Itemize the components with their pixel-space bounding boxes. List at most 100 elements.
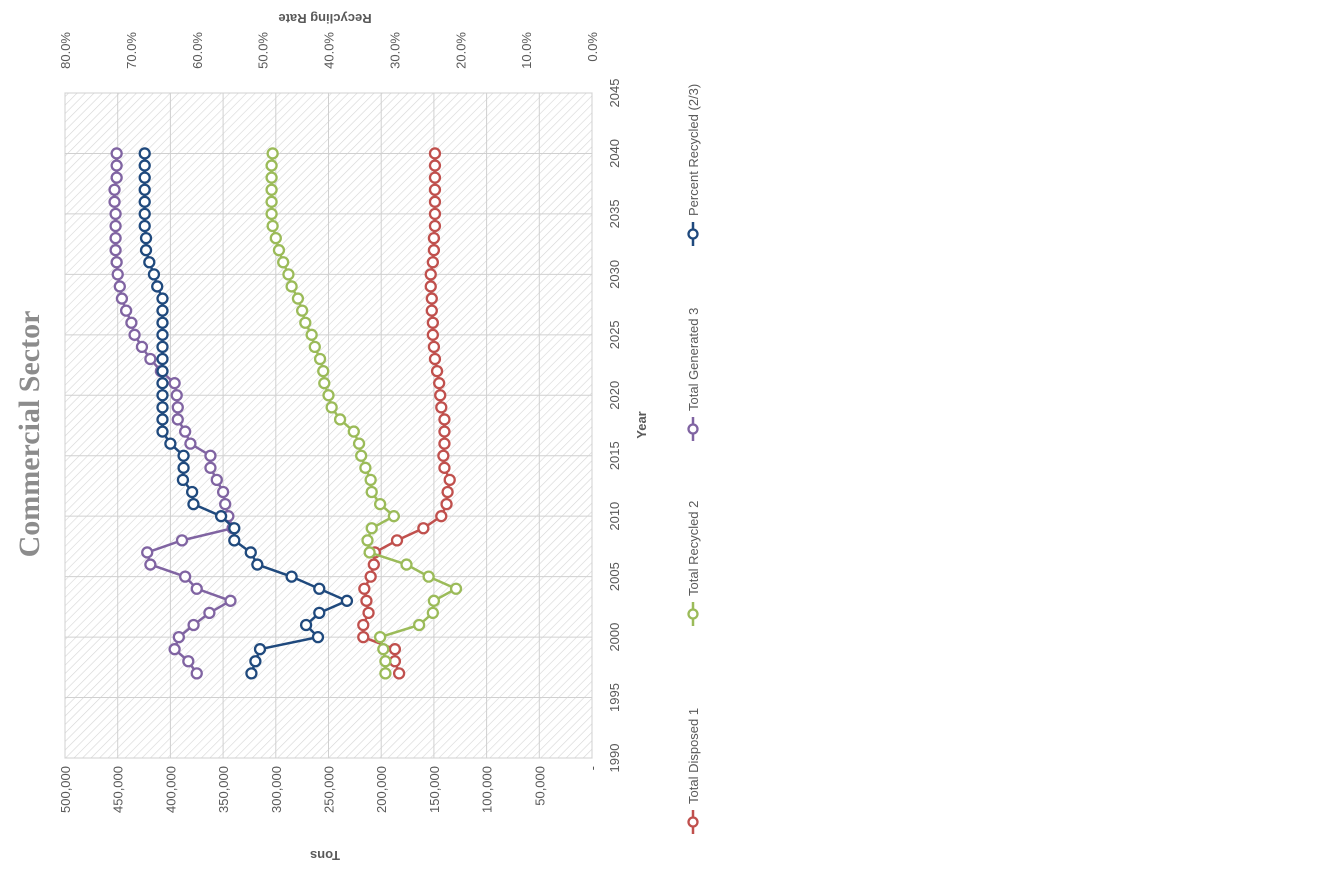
data-point-total-generated-3 <box>172 630 185 644</box>
rate-tick-label: 20.0% <box>453 32 468 69</box>
data-point-percent-recycled-2-3 <box>138 219 151 233</box>
axis-titles: Tons Recycling Rate Year <box>278 11 649 863</box>
data-point-total-generated-3 <box>115 292 129 305</box>
data-point-total-disposed-1 <box>437 449 450 462</box>
data-point-total-generated-3 <box>110 147 123 160</box>
data-point-percent-recycled-2-3 <box>156 413 169 426</box>
data-point-total-disposed-1 <box>434 389 447 402</box>
y-axis-title: Tons <box>310 848 340 863</box>
data-point-total-disposed-1 <box>425 304 438 317</box>
year-tick-label: 2040 <box>607 139 622 168</box>
data-point-total-generated-3 <box>135 340 149 354</box>
year-tick-label: 2045 <box>607 79 622 108</box>
data-point-total-disposed-1 <box>392 667 406 680</box>
data-point-total-recycled-2 <box>379 655 392 668</box>
data-point-percent-recycled-2-3 <box>139 244 153 257</box>
data-point-total-disposed-1 <box>428 207 442 221</box>
data-point-total-disposed-1 <box>441 485 454 499</box>
year-axis-labels: 1990 1995 2000 2005 2010 2015 2020 2025 2030 2035… <box>607 79 622 773</box>
legend-label-percent-recycled-2-3: Percent Recycled (2/3) <box>686 84 701 216</box>
data-point-total-disposed-1 <box>428 219 442 233</box>
data-point-percent-recycled-2-3 <box>138 195 151 208</box>
data-point-percent-recycled-2-3 <box>139 231 153 245</box>
legend-marker-total-recycled-2 <box>687 608 699 620</box>
tons-tick-label: 450,000 <box>111 766 126 813</box>
data-point-total-disposed-1 <box>364 570 377 583</box>
data-point-percent-recycled-2-3 <box>156 340 169 354</box>
data-point-total-disposed-1 <box>367 558 380 571</box>
legend-label-total-generated-3: Total Generated 3 <box>686 308 701 411</box>
data-point-total-disposed-1 <box>426 316 439 329</box>
data-point-total-generated-3 <box>210 473 223 487</box>
data-point-total-generated-3 <box>113 280 126 293</box>
data-point-total-disposed-1 <box>428 171 442 184</box>
data-point-total-generated-3 <box>110 159 123 172</box>
data-point-total-disposed-1 <box>417 522 430 535</box>
data-point-total-disposed-1 <box>428 195 442 208</box>
data-point-percent-recycled-2-3 <box>244 546 257 559</box>
data-point-total-recycled-2 <box>269 231 282 245</box>
data-point-total-generated-3 <box>171 413 184 426</box>
data-point-percent-recycled-2-3 <box>313 606 326 620</box>
year-tick-label: 2035 <box>607 199 622 228</box>
data-point-percent-recycled-2-3 <box>156 377 169 390</box>
data-point-percent-recycled-2-3 <box>156 316 169 329</box>
data-point-total-generated-3 <box>119 304 133 317</box>
year-tick-label: 1990 <box>607 744 622 773</box>
data-point-total-generated-3 <box>108 183 121 196</box>
data-point-total-recycled-2 <box>265 207 278 221</box>
rate-tick-label: 80.0% <box>58 32 73 69</box>
data-point-percent-recycled-2-3 <box>177 461 190 474</box>
data-point-total-disposed-1 <box>362 606 375 620</box>
data-point-percent-recycled-2-3 <box>138 159 151 172</box>
data-point-percent-recycled-2-3 <box>138 183 151 196</box>
data-point-percent-recycled-2-3 <box>299 618 313 632</box>
data-point-total-generated-3 <box>125 316 138 329</box>
legend: Total Disposed 1 Total Recycled 2 Total Ge… <box>686 84 701 834</box>
data-point-total-generated-3 <box>111 268 124 281</box>
data-point-total-generated-3 <box>110 171 123 184</box>
data-point-percent-recycled-2-3 <box>156 292 169 305</box>
data-point-percent-recycled-2-3 <box>185 485 199 499</box>
year-tick-label: 2015 <box>607 441 622 470</box>
data-point-total-recycled-2 <box>272 244 286 257</box>
data-point-percent-recycled-2-3 <box>143 256 156 269</box>
data-point-total-disposed-1 <box>428 147 442 160</box>
data-point-total-generated-3 <box>224 594 237 607</box>
data-point-percent-recycled-2-3 <box>138 171 151 184</box>
legend-label-total-recycled-2: Total Recycled 2 <box>686 501 701 596</box>
data-point-percent-recycled-2-3 <box>249 655 262 668</box>
data-point-total-disposed-1 <box>427 244 441 257</box>
legend-marker-percent-recycled-2-3 <box>687 228 699 240</box>
data-point-total-generated-3 <box>109 231 122 245</box>
data-point-total-generated-3 <box>168 377 181 390</box>
data-point-percent-recycled-2-3 <box>187 497 200 511</box>
tons-tick-label: 50,000 <box>532 766 547 806</box>
data-point-total-recycled-2 <box>355 449 368 462</box>
data-point-total-generated-3 <box>110 256 123 269</box>
data-point-total-disposed-1 <box>388 643 402 656</box>
data-point-total-disposed-1 <box>425 292 438 305</box>
year-tick-label: 1995 <box>607 683 622 712</box>
data-point-total-generated-3 <box>109 244 122 257</box>
data-point-total-disposed-1 <box>426 256 439 269</box>
data-point-total-generated-3 <box>216 485 230 499</box>
data-point-percent-recycled-2-3 <box>156 389 169 402</box>
data-point-total-disposed-1 <box>357 618 370 632</box>
data-point-total-generated-3 <box>168 643 181 656</box>
data-point-total-recycled-2 <box>365 522 378 535</box>
rate-tick-label: 50.0% <box>256 32 271 69</box>
data-point-total-disposed-1 <box>430 364 444 378</box>
data-point-percent-recycled-2-3 <box>156 401 169 414</box>
data-point-total-recycled-2 <box>427 594 441 607</box>
year-tick-label: 2020 <box>607 381 622 410</box>
tons-tick-label: 300,000 <box>269 766 284 813</box>
data-point-total-generated-3 <box>109 207 122 221</box>
data-point-percent-recycled-2-3 <box>285 570 298 583</box>
data-point-total-disposed-1 <box>438 425 451 438</box>
data-point-total-disposed-1 <box>360 594 373 607</box>
data-point-total-generated-3 <box>187 618 200 632</box>
y2-axis-title: Recycling Rate <box>278 11 371 26</box>
data-point-total-generated-3 <box>204 449 217 462</box>
series-group <box>108 147 463 680</box>
